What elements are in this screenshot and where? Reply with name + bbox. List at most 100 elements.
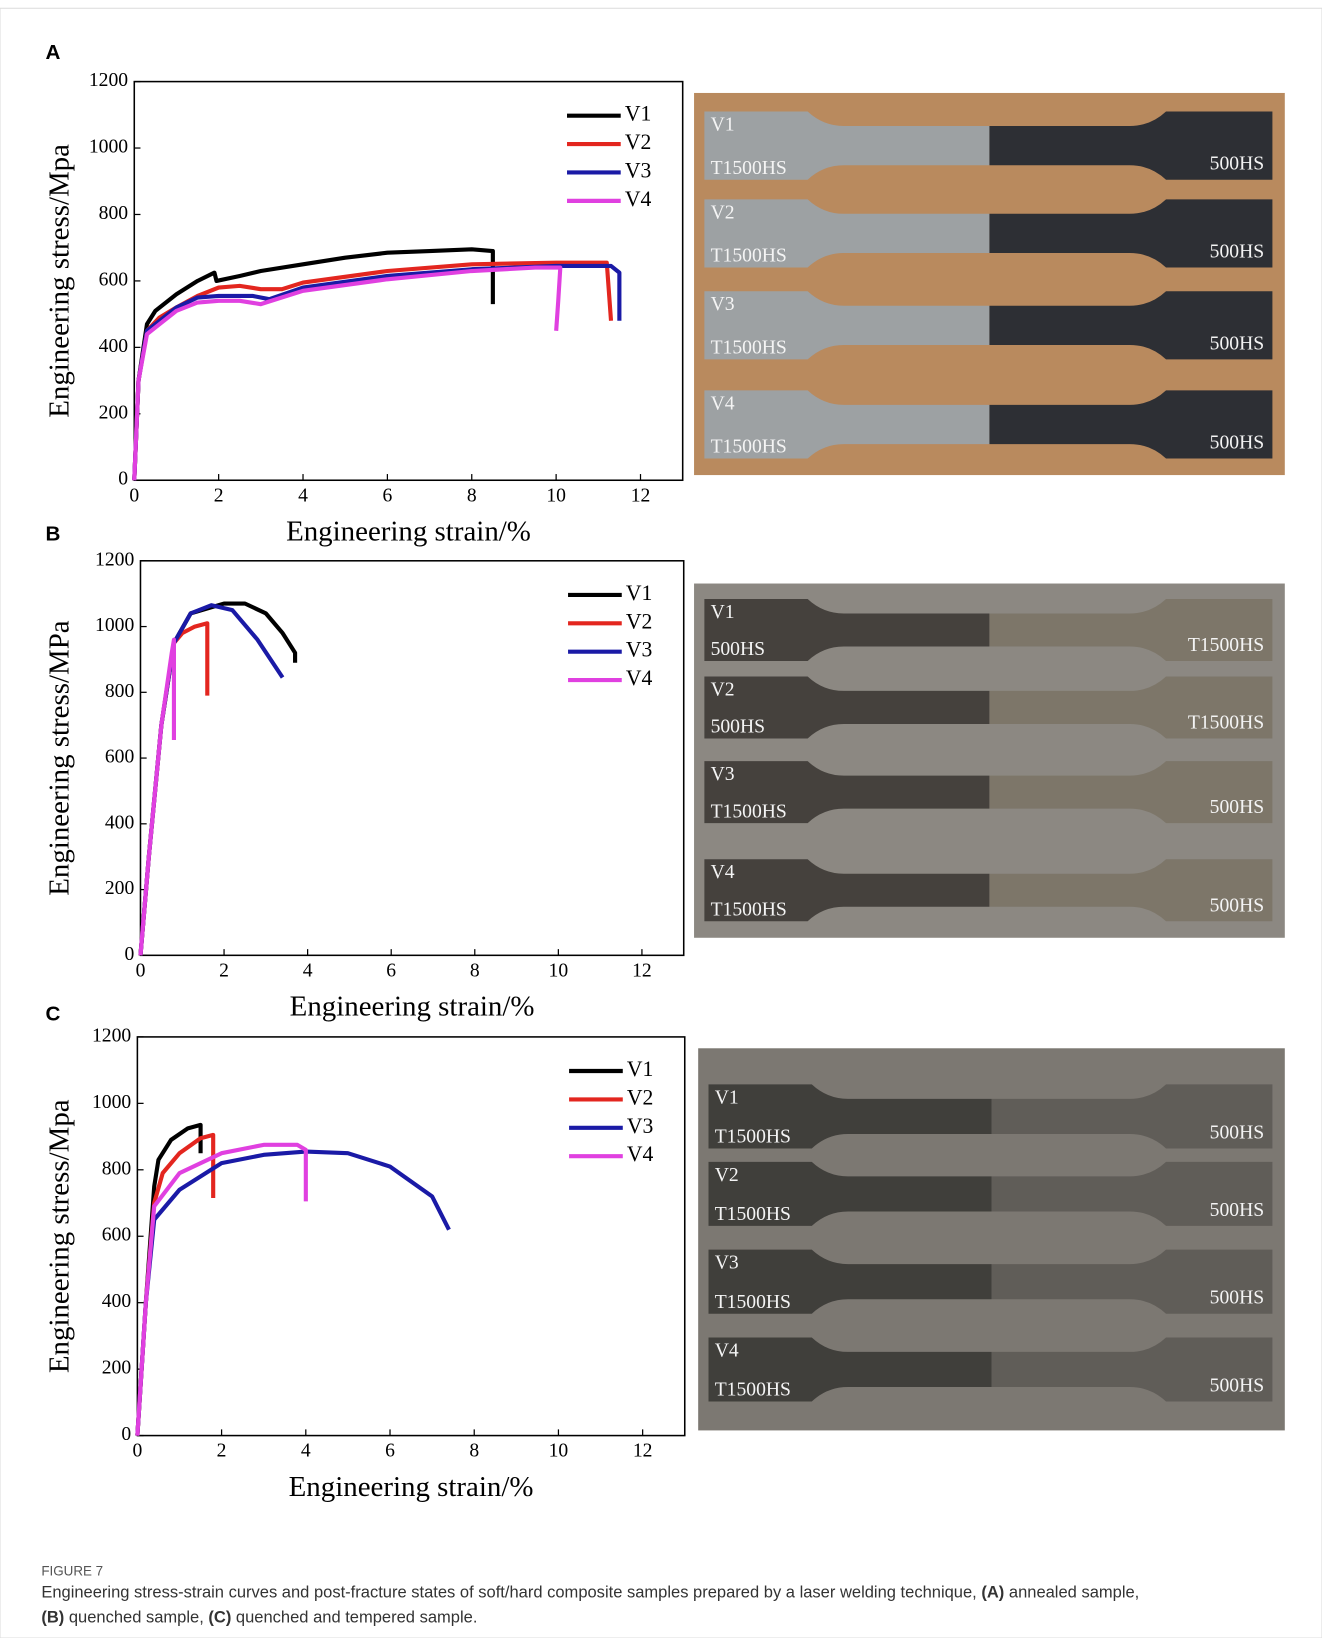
x-tick-label: 8 (470, 960, 480, 981)
plot-frame (136, 1036, 686, 1437)
legend-label: V4 (627, 1142, 654, 1166)
specimen (991, 1337, 1273, 1402)
x-tick-label: 0 (136, 960, 146, 981)
specimen (991, 1084, 1273, 1149)
series-line (138, 637, 177, 956)
specimen (989, 390, 1273, 459)
specimen (991, 1249, 1273, 1314)
specimen (708, 1084, 992, 1149)
photo-label: T1500HS (715, 1204, 791, 1225)
legend-label: V3 (627, 1114, 654, 1138)
y-axis-label: Engineering stress/Mpa (44, 1099, 76, 1373)
photo-label: T1500HS (715, 1380, 791, 1401)
y-tick-label: 200 (102, 1358, 132, 1379)
specimen (989, 676, 1273, 739)
photo-label: T1500HS (711, 158, 787, 179)
y-tick-label: 400 (102, 1291, 132, 1312)
x-tick-label: 6 (382, 485, 392, 506)
legend-label: V4 (625, 187, 652, 211)
legend-label: V1 (625, 102, 652, 126)
photo-label: V1 (711, 115, 735, 136)
specimen (989, 599, 1273, 661)
caption-text: (C) (208, 1608, 231, 1627)
panel-label: C (45, 1003, 60, 1026)
x-tick-label: 2 (217, 1441, 227, 1462)
y-tick-label: 800 (105, 681, 135, 702)
photo-label: 500HS (1210, 242, 1264, 263)
caption-text: quenched sample, (64, 1608, 208, 1627)
x-tick-label: 12 (631, 485, 651, 506)
photo-label: T1500HS (1188, 635, 1264, 656)
photo-label: T1500HS (711, 338, 787, 359)
x-tick-label: 4 (298, 485, 308, 506)
y-tick-label: 0 (118, 469, 128, 490)
photo-label: V1 (715, 1087, 739, 1108)
photo-label: T1500HS (711, 437, 787, 458)
photo-label: T1500HS (715, 1127, 791, 1148)
specimen (708, 1161, 992, 1226)
series-line (138, 601, 298, 956)
panel-label: B (45, 522, 60, 545)
photo-label: 500HS (1210, 1288, 1264, 1309)
legend-label: V3 (625, 158, 652, 182)
series-line (132, 263, 622, 481)
specimen (704, 676, 990, 739)
photo-label: 500HS (1210, 1123, 1264, 1144)
y-tick-label: 600 (102, 1225, 132, 1246)
legend-label: V1 (627, 1057, 654, 1081)
specimen (989, 291, 1273, 360)
legend-label: V2 (626, 609, 653, 633)
series-line (135, 1149, 451, 1436)
photo-label: V4 (715, 1340, 739, 1361)
x-tick-label: 4 (303, 960, 313, 981)
x-tick-label: 6 (386, 960, 396, 981)
photo-label: V3 (711, 764, 735, 785)
photo-label: V3 (711, 294, 735, 315)
photo-label: V2 (711, 679, 735, 700)
series-line (135, 1142, 308, 1436)
photo-label: V2 (711, 202, 735, 223)
series-line (132, 265, 563, 481)
photo-label: V3 (715, 1253, 739, 1274)
y-tick-label: 1200 (92, 1025, 131, 1046)
photo-label: 500HS (1210, 433, 1264, 454)
legend-label: V1 (626, 581, 653, 605)
legend-label: V2 (625, 130, 652, 154)
x-axis-label: Engineering strain/% (286, 516, 531, 548)
photo-label: 500HS (1210, 895, 1264, 916)
y-axis-label: Engineering stress/MPa (44, 620, 76, 896)
panel-label: A (45, 41, 60, 64)
photo-label: 500HS (1210, 797, 1264, 818)
photo-label: T1500HS (1188, 712, 1264, 733)
photo-label: V1 (711, 602, 735, 623)
x-tick-label: 10 (549, 960, 569, 981)
photo-label: T1500HS (711, 899, 787, 920)
x-axis-label: Engineering strain/% (290, 991, 535, 1023)
specimen (991, 1161, 1273, 1226)
x-tick-label: 12 (633, 1441, 653, 1462)
caption-text: Engineering stress-strain curves and pos… (41, 1583, 981, 1602)
y-axis-label: Engineering stress/Mpa (44, 144, 76, 418)
x-tick-label: 10 (546, 485, 566, 506)
legend-label: V3 (626, 638, 653, 662)
x-tick-label: 2 (219, 960, 229, 981)
photo-label: 500HS (1210, 1376, 1264, 1397)
caption-text: (A) (981, 1583, 1004, 1602)
x-tick-label: 12 (632, 960, 652, 981)
y-tick-label: 600 (99, 269, 129, 290)
y-tick-label: 0 (124, 944, 134, 965)
x-tick-label: 0 (132, 1441, 142, 1462)
photo-label: T1500HS (711, 246, 787, 267)
specimen (704, 390, 990, 459)
photo-label: V2 (715, 1165, 739, 1186)
legend-label: V4 (626, 666, 653, 690)
x-tick-label: 2 (214, 485, 224, 506)
x-tick-label: 8 (469, 1441, 479, 1462)
series-line (138, 603, 285, 956)
caption-text: annealed sample, (1004, 1583, 1139, 1602)
x-tick-label: 6 (385, 1441, 395, 1462)
caption: (B) quenched sample, (C) quenched and te… (41, 1608, 477, 1627)
x-tick-label: 0 (129, 485, 139, 506)
